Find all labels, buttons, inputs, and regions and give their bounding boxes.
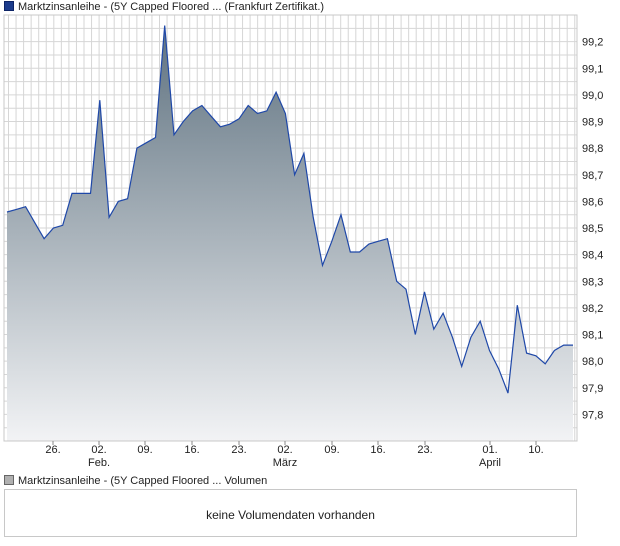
y-tick-label: 99,1 (582, 63, 603, 75)
price-area (7, 25, 573, 441)
price-legend-label: Marktzinsanleihe - (5Y Capped Floored ..… (18, 1, 325, 13)
price-legend-swatch (4, 1, 14, 11)
x-tick-label: 10. (528, 444, 543, 456)
y-tick-label: 98,3 (582, 276, 603, 288)
x-month-label: März (273, 457, 297, 469)
y-tick-label: 99,0 (582, 90, 603, 102)
x-tick-label: 09. (137, 444, 152, 456)
x-month-label: April (479, 457, 501, 469)
x-tick-label: 01. (482, 444, 497, 456)
plot-frame (3, 14, 578, 442)
y-tick-label: 97,8 (582, 409, 603, 421)
x-tick-label: 23. (417, 444, 432, 456)
volume-panel: keine Volumendaten vorhanden (4, 489, 577, 537)
y-tick-label: 98,9 (582, 117, 603, 129)
price-chart: 99,2 99,1 99,0 98,9 98,8 98,7 98,6 98,5 98,4 98,3… (3, 14, 603, 469)
y-tick-label: 99,2 (582, 37, 603, 49)
y-tick-label: 98,1 (582, 330, 603, 342)
x-tick-label: 26. (45, 444, 60, 456)
x-tick-label: 16. (370, 444, 385, 456)
price-legend: Marktzinsanleihe - (5Y Capped Floored ..… (4, 1, 324, 14)
y-tick-label: 98,7 (582, 170, 603, 182)
y-tick-label: 98,8 (582, 143, 603, 155)
y-tick-label: 98,2 (582, 303, 603, 315)
price-line (6, 25, 573, 394)
y-tick-label: 98,5 (582, 223, 603, 235)
y-tick-label: 98,4 (582, 250, 603, 262)
x-tick-label: 23. (231, 444, 246, 456)
volume-legend-swatch (4, 475, 14, 485)
y-tick-label: 97,9 (582, 383, 603, 395)
x-tick-label: 02. (277, 444, 292, 456)
x-month-label: Feb. (88, 457, 110, 469)
x-tick-label: 02. (91, 444, 106, 456)
volume-legend: Marktzinsanleihe - (5Y Capped Floored ..… (4, 475, 267, 488)
y-tick-label: 98,0 (582, 356, 603, 368)
volume-legend-label: Marktzinsanleihe - (5Y Capped Floored ..… (18, 475, 268, 487)
x-tick-label: 16. (184, 444, 199, 456)
x-tick-label: 09. (324, 444, 339, 456)
volume-empty-message: keine Volumendaten vorhanden (206, 508, 375, 522)
y-tick-label: 98,6 (582, 196, 603, 208)
